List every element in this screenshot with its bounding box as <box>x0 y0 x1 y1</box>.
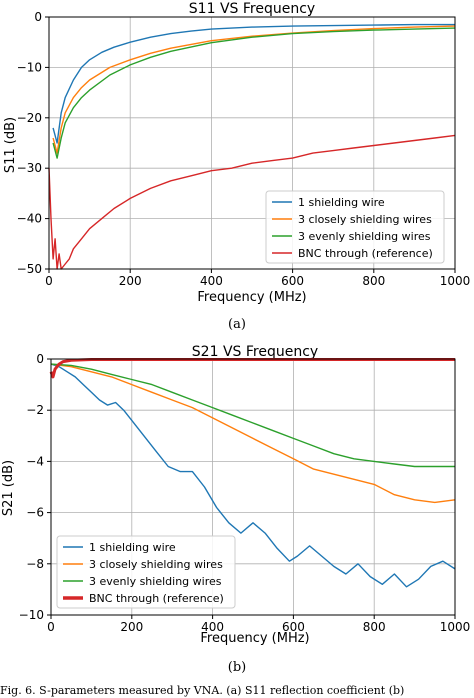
s11-ticks: 0 200 400 600 800 1000 0 −10 −20 −30 −40 −50 <box>17 10 471 288</box>
s11-y-tick-label: 0 <box>34 10 42 24</box>
s21-x-tick-label: 400 <box>201 620 224 634</box>
s21-legend-label-1: 1 shielding wire <box>89 541 176 554</box>
s11-x-tick-label: 600 <box>281 274 304 288</box>
s21-legend-box <box>56 535 236 609</box>
s21-x-axis-label: Frequency (MHz) <box>200 631 309 646</box>
s11-x-tick-label: 800 <box>362 274 385 288</box>
s11-legend: 1 shielding wire 3 closely shielding wire… <box>265 190 445 264</box>
s21-chart-title: S21 VS Frequency <box>192 344 318 360</box>
s11-series-group <box>48 23 456 270</box>
s11-chart: S11 VS Frequency Frequency (MHz) S11 (dB… <box>3 1 470 305</box>
s11-x-tick-label: 1000 <box>440 274 471 288</box>
s21-x-tick-label: 0 <box>47 620 55 634</box>
s21-plot-frame <box>50 358 456 616</box>
s21-legend-label-2: 3 closely shielding wires <box>89 558 223 571</box>
s11-chart-title: S11 VS Frequency <box>189 1 315 17</box>
s11-series-line-1 <box>52 23 455 144</box>
s21-y-tick-label: −2 <box>26 403 44 417</box>
s11-y-tick-label: −40 <box>17 212 42 226</box>
s21-series-line-1 <box>50 363 456 588</box>
s11-legend-label-2: 3 closely shielding wires <box>298 213 432 226</box>
s11-y-tick-label: −30 <box>17 161 42 175</box>
s11-y-tick-label: −50 <box>17 262 42 276</box>
s11-legend-label-3: 3 evenly shielding wires <box>298 230 431 243</box>
s11-series-line-4 <box>48 134 456 270</box>
s11-legend-label-1: 1 shielding wire <box>298 196 385 209</box>
s21-y-axis-label: S21 (dB) <box>1 460 16 516</box>
s21-chart: S21 VS Frequency Frequency (MHz) S21 (dB… <box>1 344 470 646</box>
caption-b: (b) <box>228 660 246 675</box>
s11-x-tick-label: 0 <box>45 274 53 288</box>
s11-legend-box <box>265 190 445 264</box>
s11-legend-label-4: BNC through (reference) <box>298 247 433 260</box>
caption-a: (a) <box>228 317 246 332</box>
s11-y-tick-label: −10 <box>17 60 42 74</box>
s21-x-tick-label: 800 <box>363 620 386 634</box>
s11-x-tick-label: 200 <box>119 274 142 288</box>
s11-series-line-2 <box>52 25 456 154</box>
s21-series-line-3 <box>50 363 455 468</box>
s21-y-tick-label: 0 <box>36 352 44 366</box>
s11-y-tick-label: −20 <box>17 111 42 125</box>
s11-y-axis-label: S11 (dB) <box>3 117 18 173</box>
s21-x-tick-label: 1000 <box>440 620 471 634</box>
s21-legend: 1 shielding wire 3 closely shielding wire… <box>56 535 236 609</box>
s21-series-line-2 <box>50 363 456 504</box>
s21-y-tick-label: −6 <box>26 506 44 520</box>
s21-ticks: 0 200 400 600 800 1000 0 −2 −4 −6 −8 −10 <box>19 352 471 634</box>
s21-legend-label-3: 3 evenly shielding wires <box>89 575 222 588</box>
s11-series-line-3 <box>52 27 456 159</box>
s21-y-tick-label: −8 <box>26 557 44 571</box>
s21-y-tick-label: −10 <box>19 608 44 622</box>
s11-plot-frame <box>48 16 456 270</box>
figure-footer-text: Fig. 6. S-parameters measured by VNA. (a… <box>0 684 404 697</box>
s21-x-tick-label: 600 <box>282 620 305 634</box>
s11-x-axis-label: Frequency (MHz) <box>197 290 306 305</box>
s21-legend-label-4: BNC through (reference) <box>89 592 224 605</box>
s11-x-tick-label: 400 <box>200 274 223 288</box>
s21-x-tick-label: 200 <box>120 620 143 634</box>
s21-y-tick-label: −4 <box>26 454 44 468</box>
